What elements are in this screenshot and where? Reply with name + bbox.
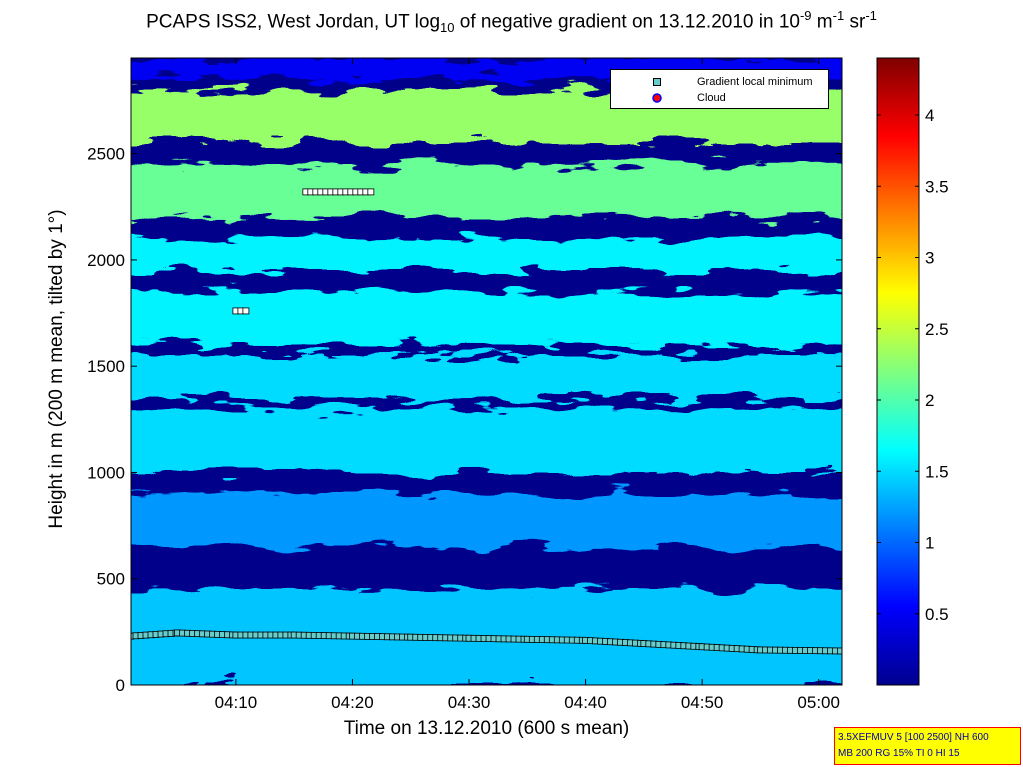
gradient-marker — [367, 188, 375, 196]
x-tick-label: 04:10 — [215, 693, 258, 712]
x-tick-label: 04:20 — [331, 693, 374, 712]
x-axis-label: Time on 13.12.2010 (600 s mean) — [343, 718, 630, 739]
y-tick-label: 1500 — [87, 357, 125, 376]
legend-label-gradient: Gradient local minimum — [697, 76, 813, 88]
circle-marker-icon — [652, 93, 662, 103]
y-tick-label: 2500 — [87, 145, 125, 164]
colorbar-tick-label: 1.5 — [925, 462, 949, 481]
colorbar-ticks: 0.5 1 1.5 2 2.5 3 3.5 4 — [877, 106, 949, 624]
heatmap-plot — [131, 58, 842, 685]
square-marker-icon — [653, 78, 661, 86]
chart-title: PCAPS ISS2, West Jordan, UT log10 of neg… — [146, 8, 877, 36]
x-tick-label: 04:40 — [564, 693, 607, 712]
x-tick-label: 04:50 — [681, 693, 724, 712]
y-tick-label: 2000 — [87, 251, 125, 270]
heatmap-band — [131, 238, 842, 271]
colorbar-tick-label: 3 — [925, 249, 934, 268]
y-tick-label: 1000 — [87, 463, 125, 482]
y-axis-ticks: 0 500 1000 1500 2000 2500 — [87, 145, 842, 695]
heatmap-band — [131, 355, 842, 399]
x-tick-label: 04:30 — [448, 693, 491, 712]
colorbar-tick-label: 3.5 — [925, 177, 949, 196]
colorbar — [876, 57, 920, 686]
legend-label-cloud: Cloud — [697, 92, 726, 104]
heatmap-band — [131, 408, 842, 473]
heatmap-band — [131, 291, 842, 345]
heatmap-band — [131, 164, 842, 218]
colorbar-tick-label: 2 — [925, 391, 934, 410]
colorbar-tick-label: 4 — [925, 106, 934, 125]
gradient-marker — [242, 307, 250, 315]
colorbar-tick-label: 1 — [925, 534, 934, 553]
plot-frame — [130, 57, 843, 686]
legend: Gradient local minimum Cloud — [610, 69, 829, 109]
colorbar-tick-label: 2.5 — [925, 320, 949, 339]
y-tick-label: 0 — [116, 676, 125, 695]
y-axis-label: Height in m (200 m mean, tilted by 1°) — [46, 209, 67, 529]
x-axis-ticks: 04:10 04:20 04:30 04:40 04:50 05:00 — [215, 58, 840, 712]
x-tick-label: 05:00 — [797, 693, 840, 712]
heatmap-band — [131, 493, 842, 547]
gradient-minimum-markers — [131, 188, 842, 655]
settings-info-box: 3.5XEFMUV 5 [100 2500] NH 600 MB 200 RG … — [834, 727, 1021, 765]
info-line-1: 3.5XEFMUV 5 [100 2500] NH 600 — [838, 732, 989, 743]
y-tick-label: 500 — [97, 570, 125, 589]
info-line-2: MB 200 RG 15% TI 0 HI 15 — [838, 748, 960, 759]
gradient-marker — [837, 647, 842, 655]
colorbar-tick-label: 0.5 — [925, 605, 949, 624]
